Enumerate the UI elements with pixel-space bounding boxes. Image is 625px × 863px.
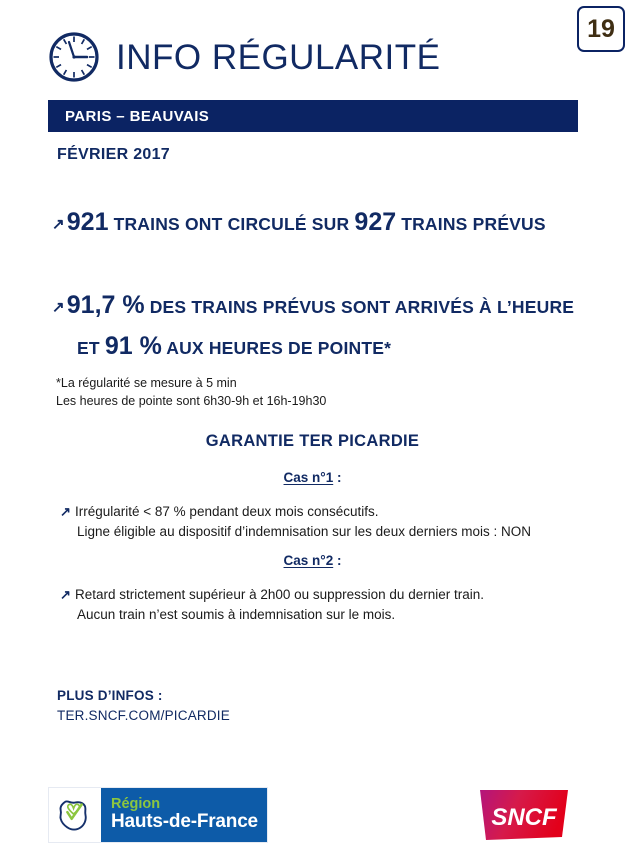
- region-logo-line-2: Hauts-de-France: [111, 811, 258, 833]
- footnote-line-2: Les heures de pointe sont 6h30-9h et 16h…: [56, 394, 327, 409]
- footnotes: *La régularité se mesure à 5 min Les heu…: [56, 374, 326, 410]
- case-1-label: Cas n°1: [283, 470, 334, 485]
- page-title: INFO RÉGULARITÉ: [116, 37, 441, 77]
- trains-planned-text: TRAINS PRÉVUS: [401, 214, 546, 234]
- arrow-up-right-icon: ↗: [52, 298, 65, 316]
- arrow-up-right-icon: ↗: [60, 587, 71, 602]
- france-map-heart-icon: [49, 788, 101, 842]
- sncf-logo-text: SNCF: [491, 804, 558, 831]
- peak-text: AUX HEURES DE POINTE*: [166, 337, 392, 358]
- case-2-line-1: Retard strictement supérieur à 2h00 ou s…: [75, 587, 484, 602]
- case-2-label-suffix: :: [333, 553, 342, 568]
- stat-line-punctuality: ↗91,7 % DES TRAINS PRÉVUS SONT ARRIVÉS À…: [52, 286, 592, 325]
- trains-run-value: 921: [66, 208, 109, 236]
- region-logo-text: Région Hauts-de-France: [101, 788, 267, 842]
- route-label: PARIS – BEAUVAIS: [65, 107, 210, 125]
- case-1-line-1: Irrégularité < 87 % pendant deux mois co…: [75, 504, 379, 519]
- peak-prefix: ET: [77, 337, 100, 358]
- punctuality-value: 91,7 %: [66, 290, 145, 319]
- stat-line-trains: ↗921 TRAINS ONT CIRCULÉ SUR 927 TRAINS P…: [52, 203, 592, 242]
- page-number: 19: [587, 14, 615, 43]
- stat-line-peak: ET 91 % AUX HEURES DE POINTE*: [52, 327, 592, 366]
- case-1-label-suffix: :: [333, 470, 342, 485]
- case-1-body: ↗ Irrégularité < 87 % pendant deux mois c…: [60, 502, 590, 543]
- case-2-heading: Cas n°2 :: [0, 553, 625, 568]
- stat-block-punctuality: ↗91,7 % DES TRAINS PRÉVUS SONT ARRIVÉS À…: [52, 286, 592, 366]
- case-2-line-2: Aucun train n’est soumis à indemnisation…: [77, 607, 396, 623]
- case-2-body: ↗ Retard strictement supérieur à 2h00 ou …: [60, 585, 590, 626]
- statistics-block: ↗921 TRAINS ONT CIRCULÉ SUR 927 TRAINS P…: [52, 203, 592, 365]
- footnote-line-1: *La régularité se mesure à 5 min: [56, 376, 237, 390]
- more-info-label: PLUS D’INFOS :: [57, 688, 163, 703]
- arrow-up-right-icon: ↗: [60, 504, 71, 519]
- route-banner: PARIS – BEAUVAIS: [48, 100, 578, 132]
- case-2-label: Cas n°2: [283, 553, 334, 568]
- page-number-badge: 19: [577, 6, 625, 52]
- region-hauts-de-france-logo: Région Hauts-de-France: [48, 787, 268, 843]
- case-1-heading: Cas n°1 :: [0, 470, 625, 485]
- clock-icon: [48, 31, 100, 83]
- page-header: INFO RÉGULARITÉ: [48, 24, 578, 90]
- period-label: FÉVRIER 2017: [57, 146, 170, 163]
- arrow-up-right-icon: ↗: [52, 216, 65, 233]
- garantie-title: GARANTIE TER PICARDIE: [205, 432, 420, 450]
- peak-value: 91 %: [104, 331, 162, 360]
- more-info-block: PLUS D’INFOS : TER.SNCF.COM/PICARDIE: [57, 686, 230, 727]
- trains-run-text: TRAINS ONT CIRCULÉ SUR: [113, 214, 350, 234]
- punctuality-text: DES TRAINS PRÉVUS SONT ARRIVÉS À L’HEURE: [149, 296, 575, 317]
- case-1-line-2: Ligne éligible au dispositif d’indemnisa…: [77, 524, 531, 540]
- sncf-logo: SNCF: [478, 789, 570, 841]
- trains-planned-value: 927: [354, 208, 397, 236]
- more-info-url[interactable]: TER.SNCF.COM/PICARDIE: [57, 708, 230, 724]
- region-logo-line-1: Région: [111, 795, 161, 812]
